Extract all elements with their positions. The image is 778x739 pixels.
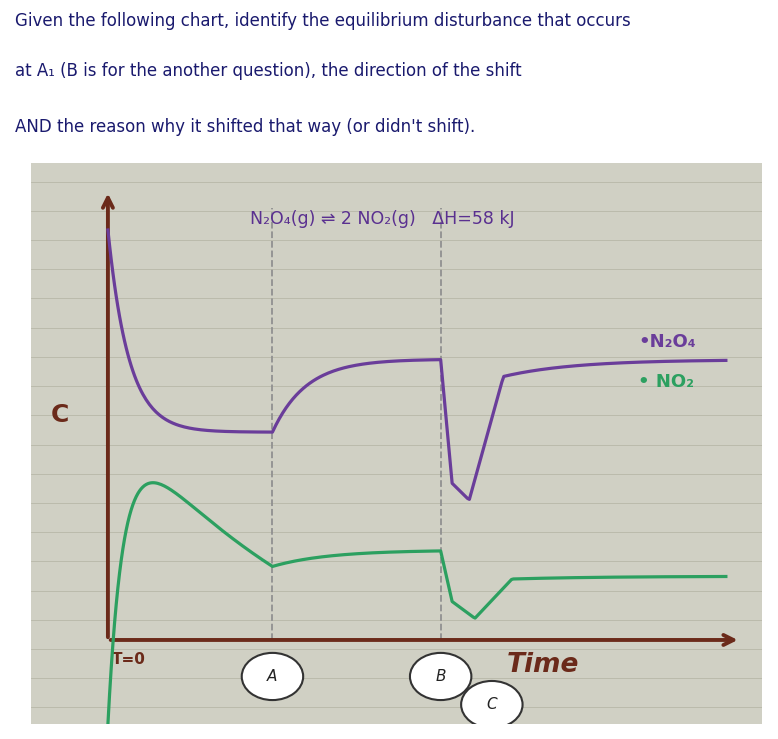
Text: • NO₂: • NO₂ xyxy=(638,372,694,391)
Text: C: C xyxy=(486,697,497,712)
Text: Time: Time xyxy=(506,653,580,678)
Text: •N₂O₄: •N₂O₄ xyxy=(638,333,696,351)
Text: T=0: T=0 xyxy=(111,652,145,667)
Text: AND the reason why it shifted that way (or didn't shift).: AND the reason why it shifted that way (… xyxy=(16,118,475,136)
Circle shape xyxy=(242,653,303,700)
Text: B: B xyxy=(436,669,446,684)
Text: Given the following chart, identify the equilibrium disturbance that occurs: Given the following chart, identify the … xyxy=(16,12,631,30)
Text: C: C xyxy=(51,403,69,427)
Text: N₂O₄(g) ⇌ 2 NO₂(g)   ΔH=58 kJ: N₂O₄(g) ⇌ 2 NO₂(g) ΔH=58 kJ xyxy=(250,210,514,228)
Text: at A₁ (B is for the another question), the direction of the shift: at A₁ (B is for the another question), t… xyxy=(16,62,522,80)
Text: A: A xyxy=(268,669,278,684)
Circle shape xyxy=(461,681,523,728)
Circle shape xyxy=(410,653,471,700)
